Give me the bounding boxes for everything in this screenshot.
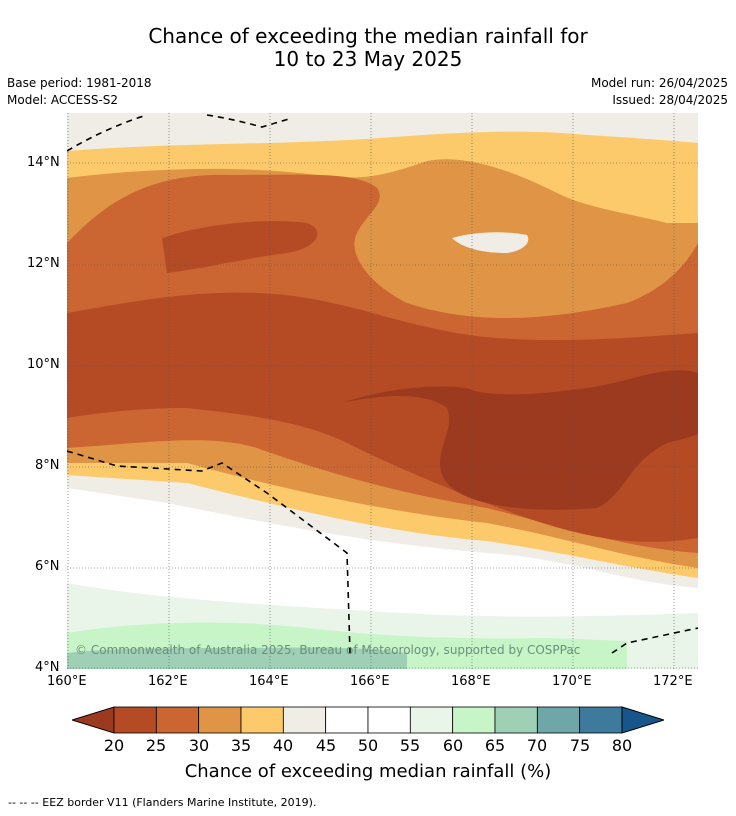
lat-label-6n: 6°N [35,559,60,574]
base-period: Base period: 1981-2018 [7,76,152,90]
colorbar-swatch [536,706,581,734]
colorbar-swatch [367,706,411,734]
colorbar-swatch [198,706,242,734]
model-run: Model run: 26/04/2025 [590,76,728,90]
lon-label-168e: 168°E [451,674,491,689]
colorbar-label: 50 [357,736,379,755]
colorbar-label: 35 [230,736,252,755]
colorbar-label: 80 [611,736,633,755]
map-title-line2: 10 to 23 May 2025 [273,47,463,71]
colorbar-extend-high [621,706,664,734]
colorbar-label: 20 [103,736,125,755]
colorbar-label: 25 [145,736,167,755]
lat-label-10n: 10°N [27,357,60,372]
colorbar-swatch [325,706,369,734]
graticule [67,113,698,669]
region-pocket [452,232,529,253]
lon-label-172e: 172°E [653,674,693,689]
colorbar-swatch [452,706,496,734]
colorbar-label: 75 [569,736,591,755]
issued-date: Issued: 28/04/2025 [612,93,728,107]
lon-label-170e: 170°E [552,674,592,689]
colorbar-label: 65 [484,736,506,755]
lon-label-166e: 166°E [350,674,390,689]
colorbar-label: 60 [442,736,464,755]
copyright-text: © Commonwealth of Australia 2025, Bureau… [75,643,580,657]
colorbar-swatch [155,706,200,734]
colorbar-label: 70 [526,736,548,755]
colorbar-swatch [579,706,623,734]
colorbar-swatch [282,706,327,734]
colorbar-extend-low [72,706,115,734]
eez-border [67,114,698,654]
colorbar-caption: Chance of exceeding median rainfall (%) [184,761,552,782]
colorbar [72,706,664,734]
map-title-line1: Chance of exceeding the median rainfall … [148,24,588,48]
region-25-30-north [162,221,318,273]
colorbar-label: 30 [188,736,210,755]
colorbar-swatch [409,706,454,734]
model-name: Model: ACCESS-S2 [7,93,119,107]
colorbar-swatch [113,706,157,734]
rainfall-map: © Commonwealth of Australia 2025, Bureau… [67,113,698,669]
colorbar-swatch [240,706,284,734]
eez-footnote: -- -- -- EEZ border V11 (Flanders Marine… [8,796,317,809]
lat-label-8n: 8°N [35,458,60,473]
colorbar-swatch [494,706,538,734]
lon-label-160e: 160°E [47,674,87,689]
region-70-75 [67,647,407,669]
colorbar-label: 55 [399,736,421,755]
lat-label-4n: 4°N [35,660,60,675]
lat-label-12n: 12°N [27,256,60,271]
colorbar-label: 45 [315,736,337,755]
lon-label-162e: 162°E [148,674,188,689]
lon-label-164e: 164°E [249,674,289,689]
lat-label-14n: 14°N [27,155,60,170]
region-20-25 [342,370,698,510]
colorbar-label: 40 [272,736,294,755]
